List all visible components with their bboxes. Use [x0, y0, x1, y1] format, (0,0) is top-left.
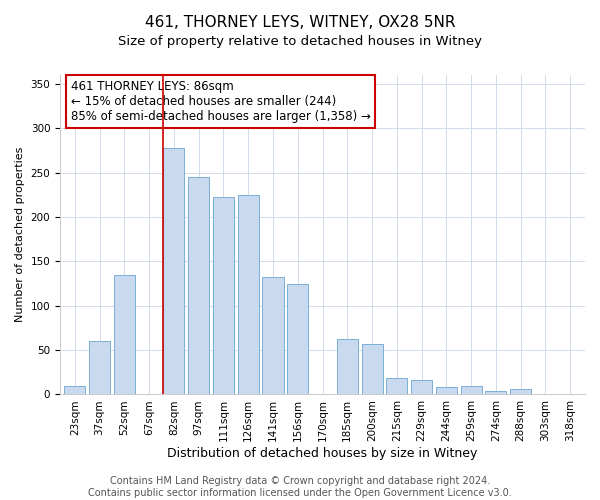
Bar — [238, 195, 259, 394]
Text: Contains HM Land Registry data © Crown copyright and database right 2024.
Contai: Contains HM Land Registry data © Crown c… — [88, 476, 512, 498]
Bar — [485, 391, 506, 394]
Text: 461, THORNEY LEYS, WITNEY, OX28 5NR: 461, THORNEY LEYS, WITNEY, OX28 5NR — [145, 15, 455, 30]
X-axis label: Distribution of detached houses by size in Witney: Distribution of detached houses by size … — [167, 447, 478, 460]
Text: Size of property relative to detached houses in Witney: Size of property relative to detached ho… — [118, 35, 482, 48]
Bar — [362, 344, 383, 395]
Bar — [461, 386, 482, 394]
Y-axis label: Number of detached properties: Number of detached properties — [15, 147, 25, 322]
Bar — [386, 378, 407, 394]
Bar — [89, 341, 110, 394]
Bar — [411, 380, 432, 394]
Bar — [64, 386, 85, 394]
Bar — [510, 389, 531, 394]
Text: 461 THORNEY LEYS: 86sqm
← 15% of detached houses are smaller (244)
85% of semi-d: 461 THORNEY LEYS: 86sqm ← 15% of detache… — [71, 80, 370, 123]
Bar — [262, 278, 284, 394]
Bar — [436, 388, 457, 394]
Bar — [188, 177, 209, 394]
Bar — [287, 284, 308, 395]
Bar — [213, 196, 234, 394]
Bar — [114, 274, 135, 394]
Bar — [337, 338, 358, 394]
Bar — [163, 148, 184, 394]
